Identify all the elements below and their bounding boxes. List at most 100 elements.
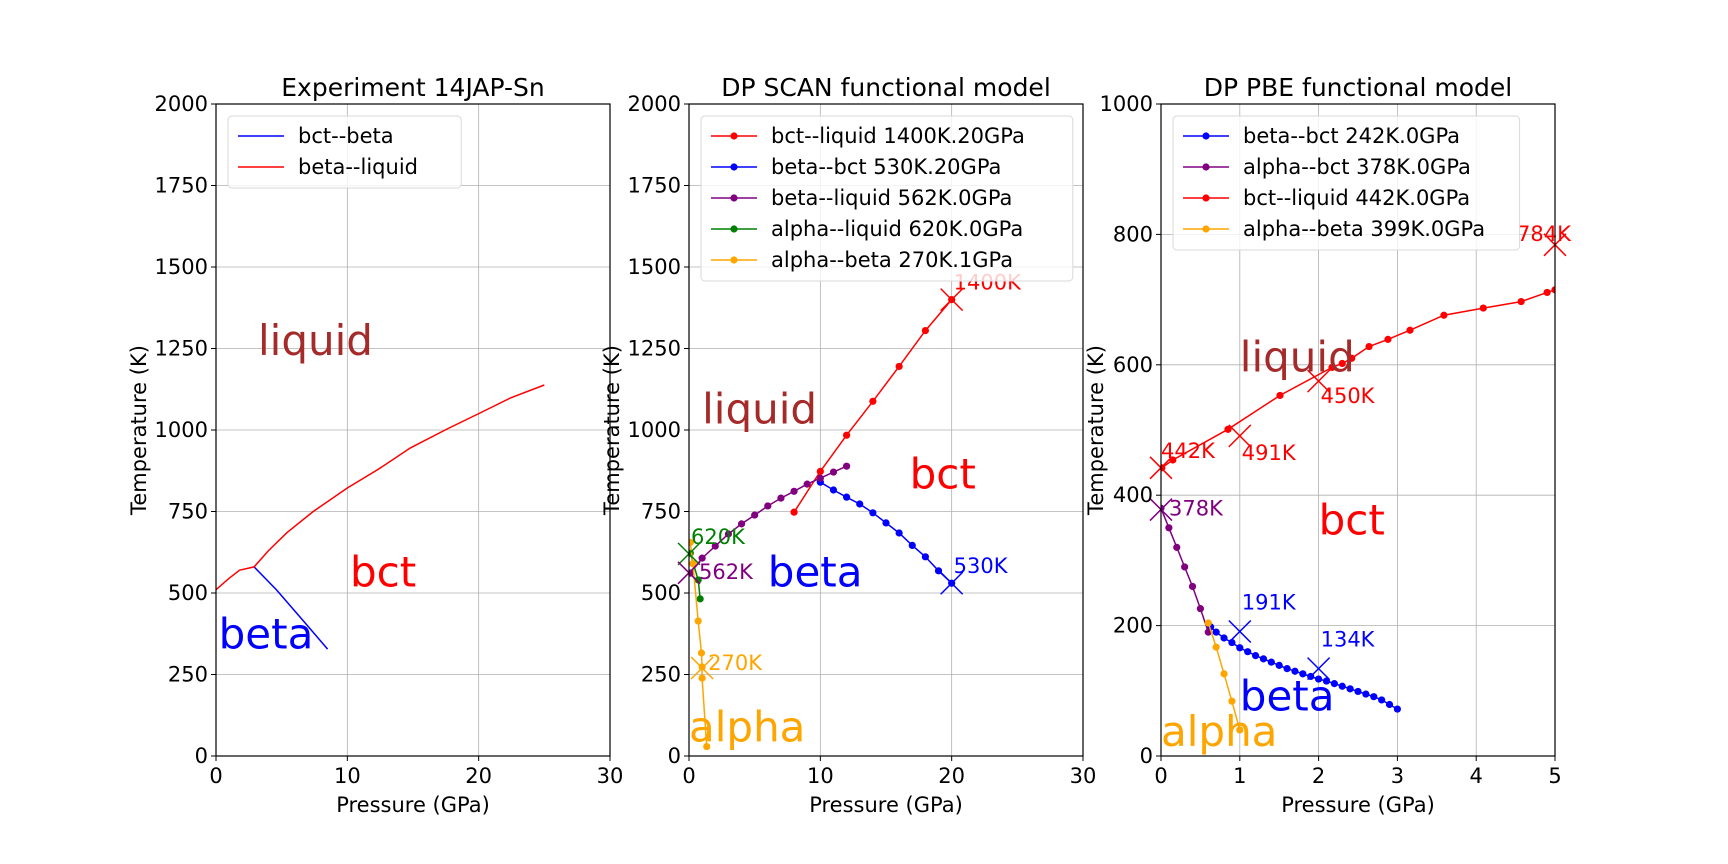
- x-tick-label: 5: [1548, 764, 1561, 788]
- y-tick-label: 2000: [155, 92, 208, 116]
- y-tick-label: 200: [1113, 614, 1153, 638]
- y-tick-label: 1500: [628, 255, 681, 279]
- y-tick-label: 0: [668, 744, 681, 768]
- data-point: [1276, 391, 1284, 400]
- data-point: [1330, 680, 1338, 688]
- region-label-liquid: liquid: [258, 316, 373, 365]
- region-label-beta: beta: [768, 547, 863, 596]
- x-tick-label: 2: [1312, 764, 1325, 788]
- data-point: [1244, 648, 1252, 656]
- x-tick-label: 20: [465, 764, 492, 788]
- data-point: [1517, 297, 1525, 306]
- x-tick-label: 10: [334, 764, 361, 788]
- y-axis-label: Temperature (K): [127, 345, 151, 516]
- legend-marker: [730, 163, 738, 171]
- legend-marker: [1202, 225, 1210, 233]
- y-axis-label: Temperature (K): [1084, 345, 1108, 516]
- y-tick-label: 0: [1140, 744, 1153, 768]
- data-point: [1196, 605, 1204, 613]
- y-tick-label: 500: [641, 581, 681, 605]
- data-point: [829, 486, 838, 494]
- x-tick-label: 20: [938, 764, 965, 788]
- data-point: [869, 509, 877, 517]
- legend-marker: [730, 256, 738, 264]
- region-label-liquid: liquid: [1240, 332, 1355, 381]
- legend-label: bct--liquid 1400K.20GPa: [771, 124, 1025, 148]
- data-point: [803, 480, 811, 488]
- y-tick-label: 750: [168, 500, 208, 524]
- data-point: [1354, 687, 1362, 696]
- y-tick-label: 600: [1113, 353, 1153, 377]
- data-point: [843, 462, 851, 470]
- annotation-label: 562K: [699, 560, 754, 584]
- region-label-liquid: liquid: [702, 384, 817, 433]
- critical-point-marker: [690, 656, 714, 680]
- data-point: [1165, 524, 1173, 532]
- legend-label: alpha--liquid 620K.0GPa: [771, 217, 1023, 241]
- data-point: [1212, 643, 1220, 651]
- data-point: [1212, 628, 1220, 636]
- data-point: [1362, 690, 1370, 698]
- x-axis: 0 10 20 30: [682, 756, 1096, 788]
- data-point: [895, 529, 903, 537]
- legend: bct--beta beta--liquid: [227, 115, 462, 189]
- data-point: [1228, 697, 1236, 705]
- legend-item: beta--liquid: [238, 155, 418, 179]
- legend-label: beta--liquid: [298, 155, 418, 179]
- data-point: [689, 538, 694, 547]
- y-tick-label: 0: [195, 744, 208, 768]
- data-point: [711, 542, 719, 550]
- data-point: [1479, 304, 1487, 312]
- data-point: [1224, 425, 1232, 433]
- region-label-alpha: alpha: [689, 702, 805, 751]
- data-point: [1315, 675, 1323, 683]
- y-axis: 0 200 400 600 800 1000: [1100, 92, 1161, 768]
- data-point: [689, 560, 697, 568]
- annotation-label: 491K: [1242, 441, 1297, 465]
- legend: bct--liquid 1400K.20GPa beta--bct 530K.20…: [700, 115, 1074, 282]
- chart-title: DP PBE functional model: [1204, 73, 1512, 102]
- legend-label: bct--liquid 442K.0GPa: [1243, 186, 1470, 210]
- x-tick-label: 4: [1470, 764, 1483, 788]
- legend-item: alpha--liquid 620K.0GPa: [711, 217, 1023, 241]
- data-point: [1220, 670, 1228, 678]
- data-point: [1259, 655, 1268, 663]
- critical-point-marker: [1307, 369, 1331, 393]
- annotation-label: 442K: [1161, 439, 1216, 463]
- data-point: [1338, 682, 1346, 690]
- y-tick-label: 250: [641, 663, 681, 687]
- data-point: [1406, 326, 1414, 334]
- annotation-label: 620K: [691, 525, 746, 549]
- x-axis-label: Pressure (GPa): [336, 793, 490, 817]
- data-point: [703, 742, 711, 751]
- data-point: [921, 326, 930, 335]
- data-point: [790, 487, 798, 495]
- data-point: [724, 530, 733, 538]
- data-point: [1188, 582, 1197, 591]
- legend: beta--bct 242K.0GPa alpha--bct 378K.0GPa b…: [1172, 115, 1521, 251]
- legend-label: alpha--bct 378K.0GPa: [1243, 155, 1471, 179]
- data-point: [1275, 661, 1283, 669]
- critical-point-marker: [940, 288, 964, 312]
- x-tick-label: 0: [1154, 764, 1167, 788]
- region-label-alpha: alpha: [1161, 707, 1277, 756]
- data-point: [698, 674, 706, 682]
- x-tick-label: 10: [807, 764, 834, 788]
- data-point: [1299, 670, 1307, 678]
- plot-area: [216, 384, 545, 650]
- series-line-bct--beta: [253, 566, 329, 650]
- y-tick-label: 500: [168, 581, 208, 605]
- x-tick-label: 30: [1070, 764, 1097, 788]
- data-point: [694, 576, 702, 584]
- data-point: [921, 553, 930, 561]
- series-line-bct--liquid: [1161, 289, 1555, 469]
- data-point: [698, 554, 706, 562]
- data-point: [843, 493, 851, 501]
- x-axis: 0 10 20 30: [209, 756, 623, 788]
- region-label-bct: bct: [350, 547, 416, 596]
- legend-marker: [730, 225, 738, 233]
- region-label-beta: beta: [1240, 671, 1335, 720]
- data-point: [1283, 665, 1291, 673]
